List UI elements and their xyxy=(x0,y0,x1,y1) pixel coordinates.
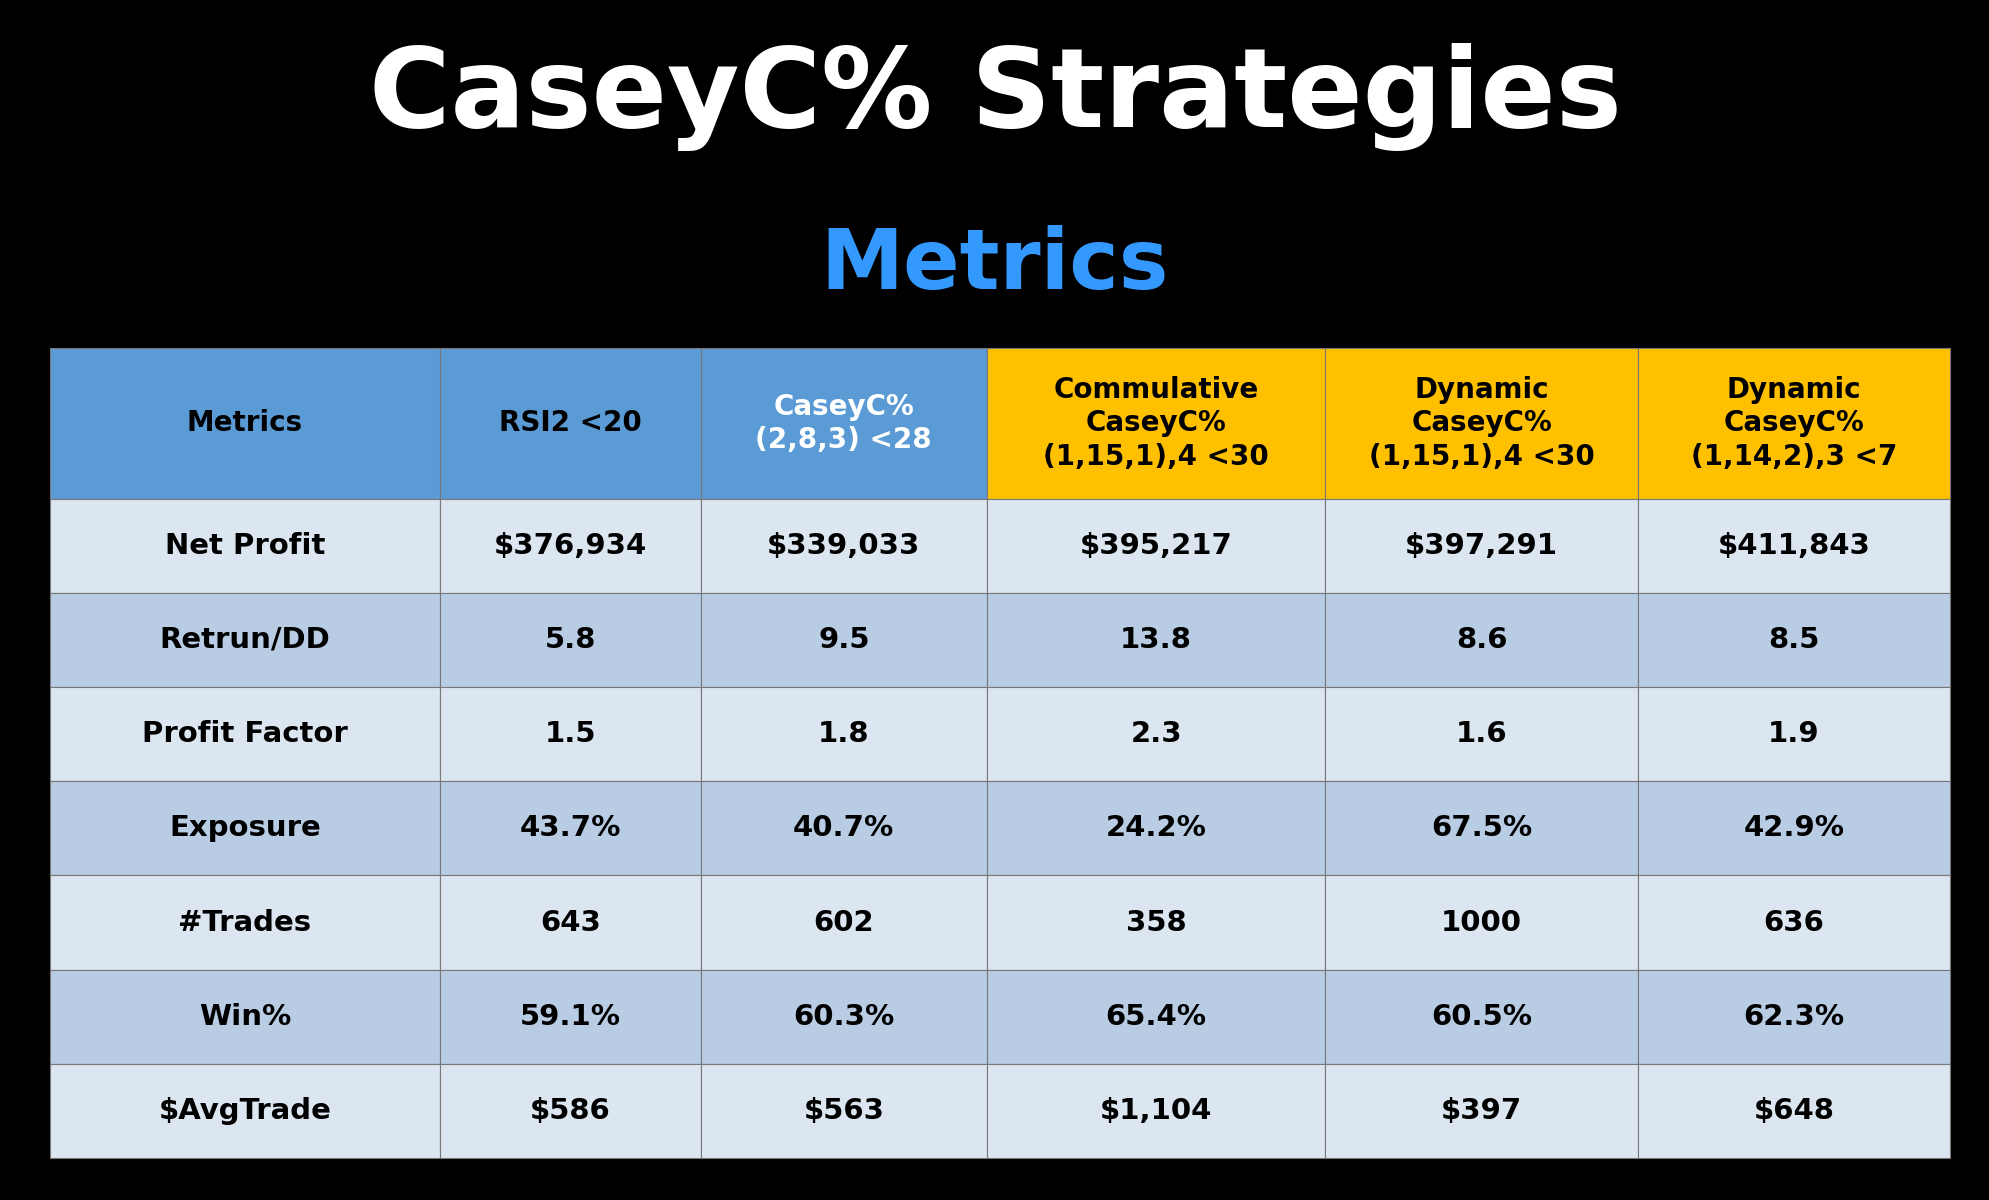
Bar xyxy=(700,499,987,593)
Text: $586: $586 xyxy=(529,1097,611,1124)
Text: 13.8: 13.8 xyxy=(1120,626,1191,654)
Text: 1.8: 1.8 xyxy=(817,720,869,748)
Text: 602: 602 xyxy=(814,908,873,936)
Bar xyxy=(700,970,987,1064)
Text: Metrics: Metrics xyxy=(187,409,302,437)
Text: 643: 643 xyxy=(539,908,601,936)
Text: Retrun/DD: Retrun/DD xyxy=(159,626,330,654)
Text: CaseyC%
(2,8,3) <28: CaseyC% (2,8,3) <28 xyxy=(756,392,931,454)
Text: 43.7%: 43.7% xyxy=(519,815,621,842)
Bar xyxy=(1637,688,1949,781)
Text: 636: 636 xyxy=(1762,908,1824,936)
Bar xyxy=(440,970,700,1064)
Text: 60.3%: 60.3% xyxy=(794,1003,893,1031)
Text: 358: 358 xyxy=(1126,908,1185,936)
Bar xyxy=(987,348,1325,499)
Bar xyxy=(1637,1064,1949,1158)
Text: Net Profit: Net Profit xyxy=(165,532,324,559)
Text: 2.3: 2.3 xyxy=(1130,720,1181,748)
Text: $376,934: $376,934 xyxy=(493,532,646,559)
Bar xyxy=(700,348,987,499)
Text: Exposure: Exposure xyxy=(169,815,320,842)
Text: Commulative
CaseyC%
(1,15,1),4 <30: Commulative CaseyC% (1,15,1),4 <30 xyxy=(1042,376,1269,470)
Bar xyxy=(50,781,440,876)
Bar xyxy=(440,499,700,593)
Text: 65.4%: 65.4% xyxy=(1106,1003,1205,1031)
Bar xyxy=(1325,1064,1637,1158)
Bar xyxy=(987,781,1325,876)
Text: RSI2 <20: RSI2 <20 xyxy=(499,409,642,437)
Text: 59.1%: 59.1% xyxy=(519,1003,621,1031)
Bar xyxy=(700,876,987,970)
Text: 1.5: 1.5 xyxy=(545,720,597,748)
Bar xyxy=(50,593,440,688)
Text: 9.5: 9.5 xyxy=(817,626,869,654)
Bar xyxy=(440,876,700,970)
Bar xyxy=(1637,970,1949,1064)
Bar xyxy=(1325,781,1637,876)
Text: 1.6: 1.6 xyxy=(1456,720,1506,748)
Text: 40.7%: 40.7% xyxy=(794,815,893,842)
Text: 1.9: 1.9 xyxy=(1768,720,1818,748)
Text: $339,033: $339,033 xyxy=(766,532,921,559)
Bar xyxy=(1637,876,1949,970)
Bar xyxy=(440,348,700,499)
Bar xyxy=(987,688,1325,781)
Bar xyxy=(50,499,440,593)
Bar xyxy=(1637,499,1949,593)
Text: $AvgTrade: $AvgTrade xyxy=(159,1097,332,1124)
Text: #Trades: #Trades xyxy=(179,908,312,936)
Text: Win%: Win% xyxy=(199,1003,290,1031)
Bar xyxy=(1325,348,1637,499)
Text: $397,291: $397,291 xyxy=(1404,532,1557,559)
Bar xyxy=(50,348,440,499)
Bar xyxy=(1325,876,1637,970)
Text: Metrics: Metrics xyxy=(819,226,1170,306)
Text: Profit Factor: Profit Factor xyxy=(141,720,348,748)
Text: Dynamic
CaseyC%
(1,15,1),4 <30: Dynamic CaseyC% (1,15,1),4 <30 xyxy=(1368,376,1593,470)
Text: $648: $648 xyxy=(1752,1097,1834,1124)
Bar xyxy=(1325,593,1637,688)
Bar xyxy=(1637,348,1949,499)
Bar xyxy=(50,970,440,1064)
Bar xyxy=(987,593,1325,688)
Text: 8.6: 8.6 xyxy=(1456,626,1506,654)
Text: $1,104: $1,104 xyxy=(1100,1097,1211,1124)
Text: Dynamic
CaseyC%
(1,14,2),3 <7: Dynamic CaseyC% (1,14,2),3 <7 xyxy=(1691,376,1896,470)
Bar xyxy=(440,688,700,781)
Bar xyxy=(700,593,987,688)
Bar xyxy=(50,688,440,781)
Text: $395,217: $395,217 xyxy=(1080,532,1231,559)
Text: $563: $563 xyxy=(804,1097,883,1124)
Text: 42.9%: 42.9% xyxy=(1742,815,1844,842)
Text: 1000: 1000 xyxy=(1440,908,1522,936)
Text: $411,843: $411,843 xyxy=(1717,532,1870,559)
Bar xyxy=(1637,593,1949,688)
Bar xyxy=(987,1064,1325,1158)
Bar xyxy=(700,781,987,876)
Text: 67.5%: 67.5% xyxy=(1430,815,1532,842)
Bar xyxy=(1325,970,1637,1064)
Bar xyxy=(50,1064,440,1158)
Text: CaseyC% Strategies: CaseyC% Strategies xyxy=(368,43,1621,151)
Bar xyxy=(700,688,987,781)
Bar xyxy=(440,593,700,688)
Bar xyxy=(1637,781,1949,876)
Bar xyxy=(1325,688,1637,781)
Bar xyxy=(440,1064,700,1158)
Text: 5.8: 5.8 xyxy=(545,626,597,654)
Bar xyxy=(987,876,1325,970)
Text: 8.5: 8.5 xyxy=(1768,626,1818,654)
Bar xyxy=(987,499,1325,593)
Text: $397: $397 xyxy=(1440,1097,1522,1124)
Bar xyxy=(1325,499,1637,593)
Bar xyxy=(987,970,1325,1064)
Bar xyxy=(700,1064,987,1158)
Text: 24.2%: 24.2% xyxy=(1106,815,1205,842)
Bar xyxy=(50,876,440,970)
Bar xyxy=(440,781,700,876)
Text: 60.5%: 60.5% xyxy=(1430,1003,1532,1031)
Text: 62.3%: 62.3% xyxy=(1742,1003,1844,1031)
